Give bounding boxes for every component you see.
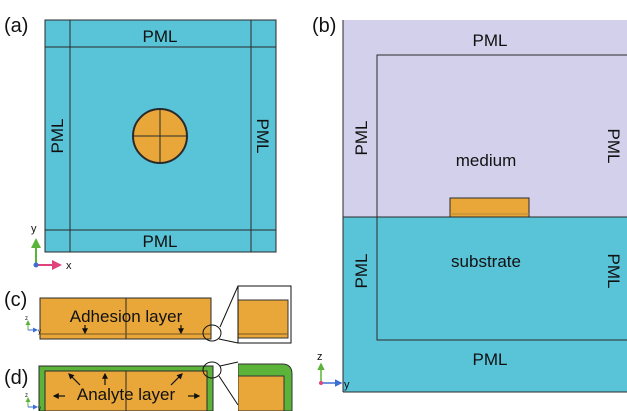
panel-c: (c) Adhesion layer z y xyxy=(4,285,292,344)
panel-b-axis-z-label: z xyxy=(317,351,323,363)
panel-d-zoom-line-bottom xyxy=(218,375,239,406)
panel-c-label: Adhesion layer xyxy=(70,307,183,326)
panel-c-zoom-line-bottom xyxy=(218,338,239,344)
panel-c-zoom-circle xyxy=(202,324,222,342)
panel-b-substrate-region xyxy=(343,217,627,392)
panel-d-arrow-up-right xyxy=(170,373,183,386)
panel-a-pml-top-label: PML xyxy=(143,27,178,46)
panel-b-pml-left-lower-label: PML xyxy=(352,254,371,289)
panel-a-axis-y-label: y xyxy=(31,223,37,235)
panel-c-zoom-inset xyxy=(238,286,291,343)
panel-b-pml-right-lower-label: PML xyxy=(604,254,623,289)
panel-b-pml-right-upper-label: PML xyxy=(604,129,623,164)
panel-c-zoom-frame xyxy=(237,285,292,344)
panel-b-medium-region xyxy=(343,20,627,217)
panel-c-letter: (c) xyxy=(4,289,27,311)
panel-a-pml-bottom-label: PML xyxy=(143,232,178,251)
panel-b-pml-inner-boundary xyxy=(376,54,627,341)
panel-b-substrate-label: substrate xyxy=(451,252,521,271)
panel-d-zoom-inset xyxy=(238,362,294,411)
panel-a-pml-left-label: PML xyxy=(48,119,67,154)
panel-b-medium-label: medium xyxy=(456,151,516,170)
panel-b-axis-y-label: y xyxy=(344,379,350,391)
panel-b: (b) PML PML PML PML PML PML medium subst… xyxy=(312,15,627,393)
panel-d-letter: (d) xyxy=(4,367,28,389)
panel-b-pml-bottom-label: PML xyxy=(473,350,508,369)
panel-b-letter: (b) xyxy=(312,15,336,37)
panel-b-axis-triad: z y xyxy=(317,351,350,391)
panel-d-axis-y-label: y xyxy=(38,406,41,411)
panel-a-pml-right-label: PML xyxy=(253,119,272,154)
panel-a-axis-triad: y x xyxy=(31,223,72,272)
panel-b-gold-disk xyxy=(449,197,530,218)
panel-b-pml-top-label: PML xyxy=(473,31,508,50)
panel-a-letter: (a) xyxy=(4,15,28,37)
panel-d-axis-z-label: z xyxy=(25,393,28,399)
panel-d-zoom-line-top xyxy=(219,361,239,367)
panel-d-axis-triad: z y xyxy=(25,393,41,411)
panel-c-axis-triad: z y xyxy=(25,316,41,335)
panel-b-pml-left-upper-label: PML xyxy=(352,121,371,156)
panel-d-zoom-circle xyxy=(202,361,222,379)
panel-c-axis-z-label: z xyxy=(25,316,28,322)
panel-a: (a) PML PML PML PML y x xyxy=(4,15,277,272)
panel-c-axis-y-label: y xyxy=(38,329,41,335)
panel-d-label: Analyte layer xyxy=(77,385,176,404)
panel-d: (d) Analyte layer z y xyxy=(4,361,294,411)
panel-a-axis-x-label: x xyxy=(66,260,72,272)
panel-c-zoom-line-top xyxy=(219,285,239,328)
panel-d-arrow-up-left xyxy=(68,373,81,386)
